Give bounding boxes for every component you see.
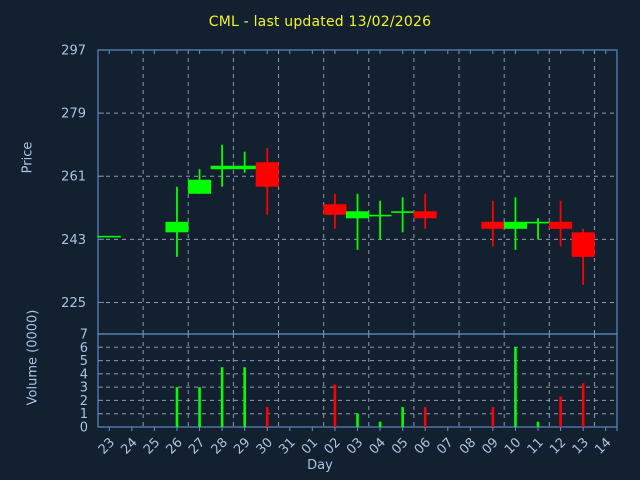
day-tick-label: 29	[231, 435, 253, 457]
chart-title: CML - last updated 13/02/2026	[208, 14, 432, 30]
volume-tick-label: 7	[80, 328, 88, 343]
day-tick-label: 28	[209, 435, 231, 457]
volume-bar	[175, 387, 179, 427]
volume-tick-label: 0	[80, 421, 88, 436]
day-tick-label: 14	[592, 435, 614, 457]
candle	[571, 228, 595, 285]
day-tick-label: 08	[457, 435, 479, 457]
day-tick-label: 24	[118, 435, 140, 457]
day-tick-label: 09	[479, 435, 501, 457]
volume-bar	[198, 387, 201, 427]
volume-tick-label: 2	[80, 394, 88, 409]
price-panel-frame	[97, 49, 618, 335]
candle	[413, 193, 437, 229]
candle	[391, 197, 415, 233]
price-tick-label: 261	[61, 170, 86, 185]
volume-bar	[536, 421, 540, 427]
volume-bar	[401, 407, 404, 427]
volume-bar	[559, 396, 562, 427]
price-tick-label: 297	[61, 44, 86, 59]
volume-tick-label: 6	[80, 341, 88, 356]
day-tick-label: 12	[547, 435, 569, 457]
day-tick-label: 27	[186, 435, 208, 457]
day-tick-label: 23	[96, 435, 118, 457]
volume-bar	[220, 367, 224, 427]
candle	[503, 197, 527, 250]
day-tick-label: 10	[502, 435, 524, 457]
volume-bar	[491, 407, 495, 427]
price-tick-label: 225	[61, 296, 86, 311]
day-axis-ticks: 23 24 25 26 27 28 29 30 31 01 02 03 04 05 06 07 08 09 10 11…	[96, 50, 618, 458]
price-tick-label: 279	[61, 107, 86, 122]
day-tick-label: 06	[412, 435, 434, 457]
day-tick-label: 04	[367, 435, 389, 457]
volume-tick-label: 4	[80, 367, 88, 382]
candle	[368, 200, 392, 240]
day-tick-label: 30	[254, 435, 276, 457]
day-tick-label: 13	[570, 435, 592, 457]
candle	[345, 193, 370, 250]
day-tick-label: 05	[389, 435, 411, 457]
volume-bar	[243, 367, 246, 427]
day-tick-label: 07	[434, 435, 456, 457]
day-tick-label: 31	[276, 435, 298, 457]
candle	[323, 193, 347, 229]
day-tick-label: 03	[344, 435, 366, 457]
candle	[481, 200, 505, 247]
volume-tick-label: 3	[80, 381, 88, 396]
volume-bar	[581, 383, 585, 427]
candle	[526, 218, 550, 240]
volume-bar	[514, 347, 517, 427]
price-gridlines	[98, 50, 617, 334]
candle	[188, 169, 212, 194]
price-tick-label: 243	[61, 233, 86, 248]
candle	[549, 200, 573, 247]
day-axis-label: Day	[307, 458, 333, 473]
day-tick-label: 11	[525, 435, 547, 457]
volume-tick-label: 1	[80, 407, 88, 422]
volume-series	[175, 347, 585, 427]
volume-bar	[356, 413, 359, 427]
price-axis-ticks: 225 243 261 279 297	[61, 44, 104, 311]
candle	[97, 235, 121, 238]
volume-tick-label: 5	[80, 354, 88, 369]
candle	[210, 144, 234, 187]
candle	[165, 186, 189, 257]
day-tick-label: 01	[299, 435, 321, 457]
day-tick-label: 25	[141, 435, 163, 457]
candle	[255, 148, 279, 215]
candle-series	[97, 144, 595, 285]
volume-bar	[378, 421, 382, 427]
candle	[233, 151, 257, 173]
volume-bar	[265, 407, 269, 427]
volume-bar	[333, 384, 337, 427]
day-tick-label: 26	[163, 435, 185, 457]
day-tick-label: 02	[321, 435, 343, 457]
volume-bar	[423, 407, 427, 427]
